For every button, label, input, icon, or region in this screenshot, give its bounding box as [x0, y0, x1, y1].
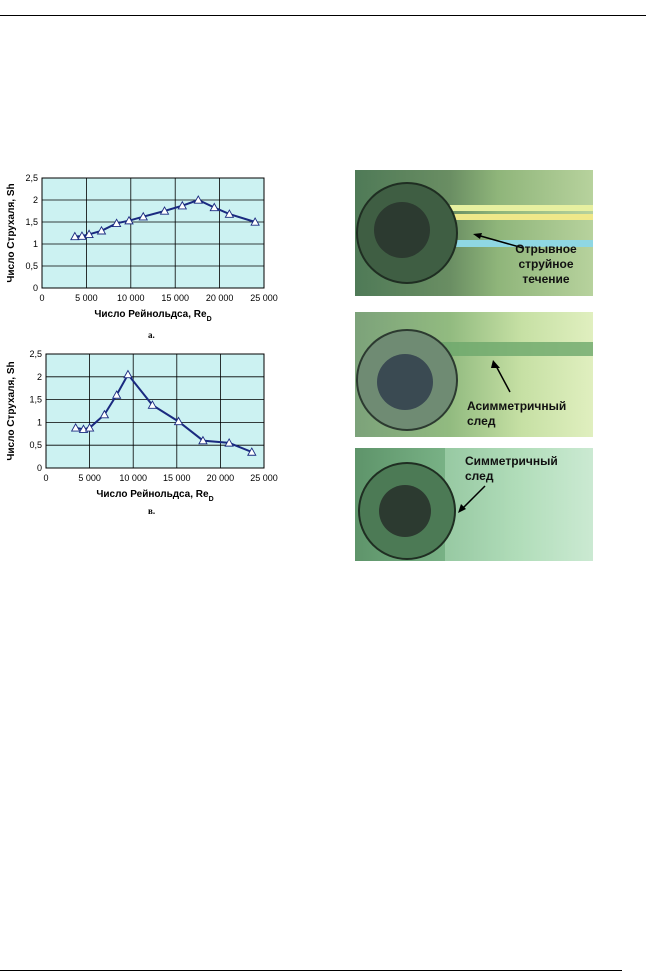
- symmetric-wake-label-line: Симметричный: [465, 454, 558, 468]
- jet-flow-label-line: струйное: [518, 257, 574, 271]
- data-point-marker: [250, 217, 260, 226]
- x-tick-label: 15 000: [161, 293, 189, 303]
- data-point-marker: [84, 422, 95, 432]
- y-tick-label: 2: [33, 195, 38, 205]
- y-tick-label: 0: [33, 283, 38, 293]
- data-point-marker: [173, 416, 184, 426]
- data-point-marker: [111, 390, 122, 399]
- x-tick-label: 25 000: [250, 473, 278, 483]
- strouhal-chart-a: 0 0,5 1 1,5 2 2,5 0 5 000 10 000 15 000 20 000 25 0…: [6, 173, 278, 323]
- strouhal-chart-b: 0 0,5 1 1,5 2 2,5 0 5 000 10 000 15 000 20 000 25 0…: [6, 349, 278, 503]
- jet-flow-label-line: течение: [522, 272, 570, 286]
- x-tick-label: 10 000: [119, 473, 147, 483]
- bottom-rule: [0, 970, 622, 971]
- x-tick-label: 25 000: [250, 293, 278, 303]
- x-axis-label: Число Рейнольдса, ReD: [94, 309, 211, 323]
- data-point-marker: [70, 231, 80, 241]
- y-tick-label: 2,5: [29, 349, 42, 359]
- data-point-marker: [138, 211, 148, 221]
- flow-photo-jet: Отрывное струйное течение: [355, 170, 593, 296]
- data-point-marker: [198, 435, 208, 445]
- plot-area: [41, 177, 265, 289]
- jet-flow-label-line: Отрывное: [515, 242, 577, 256]
- jet-flow-label: Отрывное струйное течение: [507, 242, 585, 287]
- asymmetric-wake-label-line: Асимметричный: [467, 399, 567, 413]
- symmetric-wake-label-line: след: [465, 469, 494, 483]
- data-point-marker: [111, 218, 122, 227]
- y-tick-label: 1,5: [25, 217, 38, 227]
- chart-a-caption: а.: [148, 330, 155, 340]
- x-tick-label: 20 000: [207, 473, 235, 483]
- y-tick-label: 2: [37, 372, 42, 382]
- y-tick-label: 0,5: [29, 440, 42, 450]
- plot-area: [45, 353, 265, 469]
- chart-b-caption: в.: [148, 506, 156, 516]
- symmetric-wake-label: Симметричный след: [465, 454, 585, 484]
- asymmetric-wake-label-line: след: [467, 414, 496, 428]
- x-tick-label: 0: [43, 473, 48, 483]
- data-point-marker: [209, 202, 220, 212]
- flow-photo-symmetric: Симметричный след: [355, 448, 593, 561]
- x-tick-label: 5 000: [78, 473, 101, 483]
- y-tick-label: 0: [37, 463, 42, 473]
- data-point-marker: [224, 437, 234, 447]
- data-point-marker: [84, 229, 94, 238]
- y-tick-label: 2,5: [25, 173, 38, 183]
- asymmetric-wake-label: Асимметричный след: [467, 399, 587, 429]
- x-axis-label: Число Рейнольдса, ReD: [96, 489, 213, 503]
- x-tick-label: 15 000: [163, 473, 191, 483]
- data-point-marker: [123, 369, 133, 379]
- x-tick-label: 20 000: [206, 293, 234, 303]
- x-tick-label: 0: [39, 293, 44, 303]
- top-rule: [0, 15, 646, 16]
- data-point-marker: [247, 447, 257, 456]
- y-tick-label: 1: [33, 239, 38, 249]
- x-tick-label: 5 000: [75, 293, 98, 303]
- y-tick-label: 1,5: [29, 395, 42, 405]
- data-point-marker: [193, 195, 204, 204]
- data-point-marker: [177, 200, 188, 210]
- x-tick-label: 10 000: [117, 293, 145, 303]
- data-point-marker: [224, 209, 235, 218]
- data-point-marker: [147, 400, 158, 409]
- data-point-marker: [70, 422, 81, 432]
- data-point-marker: [77, 231, 87, 240]
- data-point-marker: [99, 409, 110, 419]
- flow-photo-asymmetric: Асимметричный след: [355, 312, 593, 437]
- data-point-marker: [96, 225, 107, 235]
- y-axis-label: Число Струхаля, Sh: [6, 183, 17, 282]
- y-tick-label: 0,5: [25, 261, 38, 271]
- flow-photo-asymmetric-image: [356, 329, 593, 431]
- data-point-marker: [159, 206, 170, 215]
- y-axis-label: Число Струхаля, Sh: [6, 361, 17, 460]
- flow-photo-jet-image: [356, 182, 593, 284]
- data-point-marker: [124, 215, 134, 225]
- flow-photo-symmetric-image: [358, 448, 593, 561]
- y-tick-label: 1: [37, 417, 42, 427]
